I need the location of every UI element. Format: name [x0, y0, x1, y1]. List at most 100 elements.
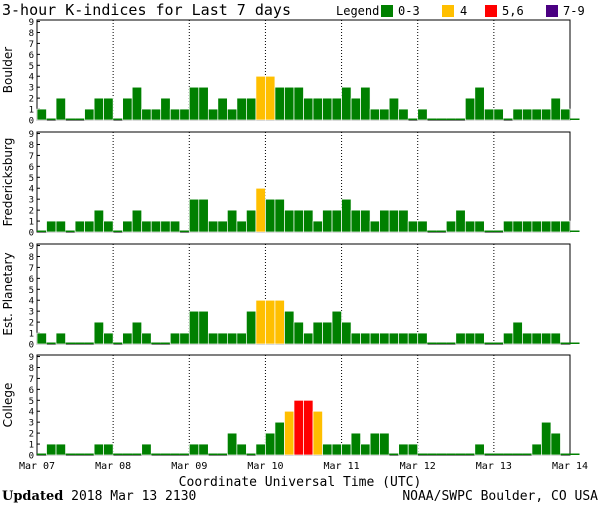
k-index-bar — [350, 97, 361, 121]
y-tick-label: 0 — [29, 229, 34, 239]
k-index-bar — [55, 220, 66, 233]
k-index-bar — [369, 432, 380, 456]
legend-swatch — [546, 5, 558, 17]
k-index-bar — [322, 321, 333, 345]
k-index-bar — [484, 230, 494, 232]
updated-stamp: Updated 2018 Mar 13 2130 — [2, 489, 196, 504]
y-tick-label: 5 — [29, 62, 34, 72]
k-index-bar — [360, 443, 371, 456]
k-index-bar — [417, 108, 428, 121]
k-index-bar — [93, 443, 104, 456]
k-index-bar — [388, 97, 400, 121]
x-tick-label: Mar 11 — [324, 461, 360, 472]
k-index-bar — [274, 86, 285, 121]
k-index-bar — [293, 209, 304, 233]
legend: Legend: 0-3 4 5,6 7-9 — [336, 4, 585, 18]
k-index-bar — [531, 108, 542, 121]
k-index-bar — [331, 97, 342, 121]
k-index-bar — [284, 310, 295, 345]
k-index-bar — [113, 453, 123, 455]
k-index-bar — [436, 118, 447, 120]
k-index-bar — [312, 410, 323, 456]
k-index-bar — [65, 453, 76, 455]
k-index-bar — [427, 230, 437, 232]
k-index-bar — [407, 220, 419, 233]
y-tick-label: 8 — [29, 364, 34, 374]
series-label: Fredericksburg — [1, 138, 15, 227]
k-index-bar — [522, 220, 533, 233]
k-index-bar — [75, 118, 85, 120]
k-index-bar — [65, 342, 76, 344]
k-index-bar — [55, 443, 66, 456]
k-index-bar — [331, 443, 342, 456]
series-label: Est. Planetary — [1, 252, 15, 335]
k-index-bar — [512, 108, 523, 121]
k-index-bar — [179, 332, 190, 345]
k-index-bar — [179, 108, 190, 121]
k-index-bar — [369, 108, 380, 121]
y-tick-label: 9 — [29, 18, 34, 28]
k-index-bar — [84, 108, 95, 121]
y-tick-label: 1 — [29, 218, 34, 228]
k-index-bar — [388, 209, 400, 233]
k-index-bar — [227, 108, 238, 121]
k-index-bar — [236, 443, 247, 456]
k-index-bar — [198, 86, 209, 121]
k-index-bar — [560, 342, 570, 344]
k-index-bar — [560, 220, 571, 233]
k-index-bar — [341, 198, 352, 233]
legend-entry: 7-9 — [563, 4, 585, 18]
k-index-bar — [464, 220, 476, 233]
k-index-bar — [417, 220, 428, 233]
k-index-bar — [74, 220, 85, 233]
k-index-bar — [350, 209, 361, 233]
k-index-bar — [341, 443, 352, 456]
k-index-bar — [398, 332, 409, 345]
k-index-bar — [455, 118, 466, 120]
k-index-bar — [141, 332, 152, 345]
x-tick-label: Mar 13 — [476, 461, 512, 472]
panels: 0123456789Boulder0123456789Fredericksbur… — [1, 18, 588, 472]
k-index-bar — [113, 118, 123, 120]
k-index-bar — [446, 118, 456, 120]
k-index-bar — [560, 453, 570, 455]
k-index-bar — [265, 198, 276, 233]
k-index-bar — [37, 453, 47, 455]
k-index-bar — [322, 443, 333, 456]
k-index-bar — [484, 453, 494, 455]
x-tick-label: Mar 07 — [19, 461, 55, 472]
k-index-bar — [369, 332, 380, 345]
k-index-bar — [284, 410, 295, 456]
k-index-bar — [474, 443, 485, 456]
k-index-bar — [274, 421, 285, 456]
k-index-bar — [160, 97, 171, 121]
y-tick-label: 8 — [29, 141, 34, 151]
k-index-bar — [141, 220, 152, 233]
x-axis-label: Coordinate Universal Time (UTC) — [179, 475, 422, 490]
k-index-bar — [36, 332, 47, 345]
k-index-bar — [331, 209, 342, 233]
k-index-bar — [512, 453, 523, 455]
k-index-bar — [512, 220, 523, 233]
k-index-bar — [455, 332, 466, 345]
y-tick-label: 2 — [29, 430, 34, 440]
legend-swatch — [381, 5, 393, 17]
k-index-bar — [246, 453, 256, 455]
series-label: College — [1, 383, 15, 428]
k-index-bar — [151, 342, 161, 344]
k-index-bar — [93, 209, 104, 233]
k-index-bar — [417, 332, 428, 345]
k-index-bar — [55, 97, 66, 121]
k-index-bar — [265, 75, 276, 121]
y-tick-label: 3 — [29, 419, 34, 429]
k-index-bar — [46, 118, 57, 120]
k-index-bar — [464, 97, 476, 121]
k-index-bar — [407, 332, 419, 345]
k-index-bar — [522, 453, 532, 455]
k-index-bar — [531, 220, 542, 233]
k-index-bar — [531, 332, 542, 345]
k-index-bar — [341, 321, 352, 345]
k-index-bar — [188, 310, 200, 345]
legend-entry: 4 — [460, 4, 467, 18]
